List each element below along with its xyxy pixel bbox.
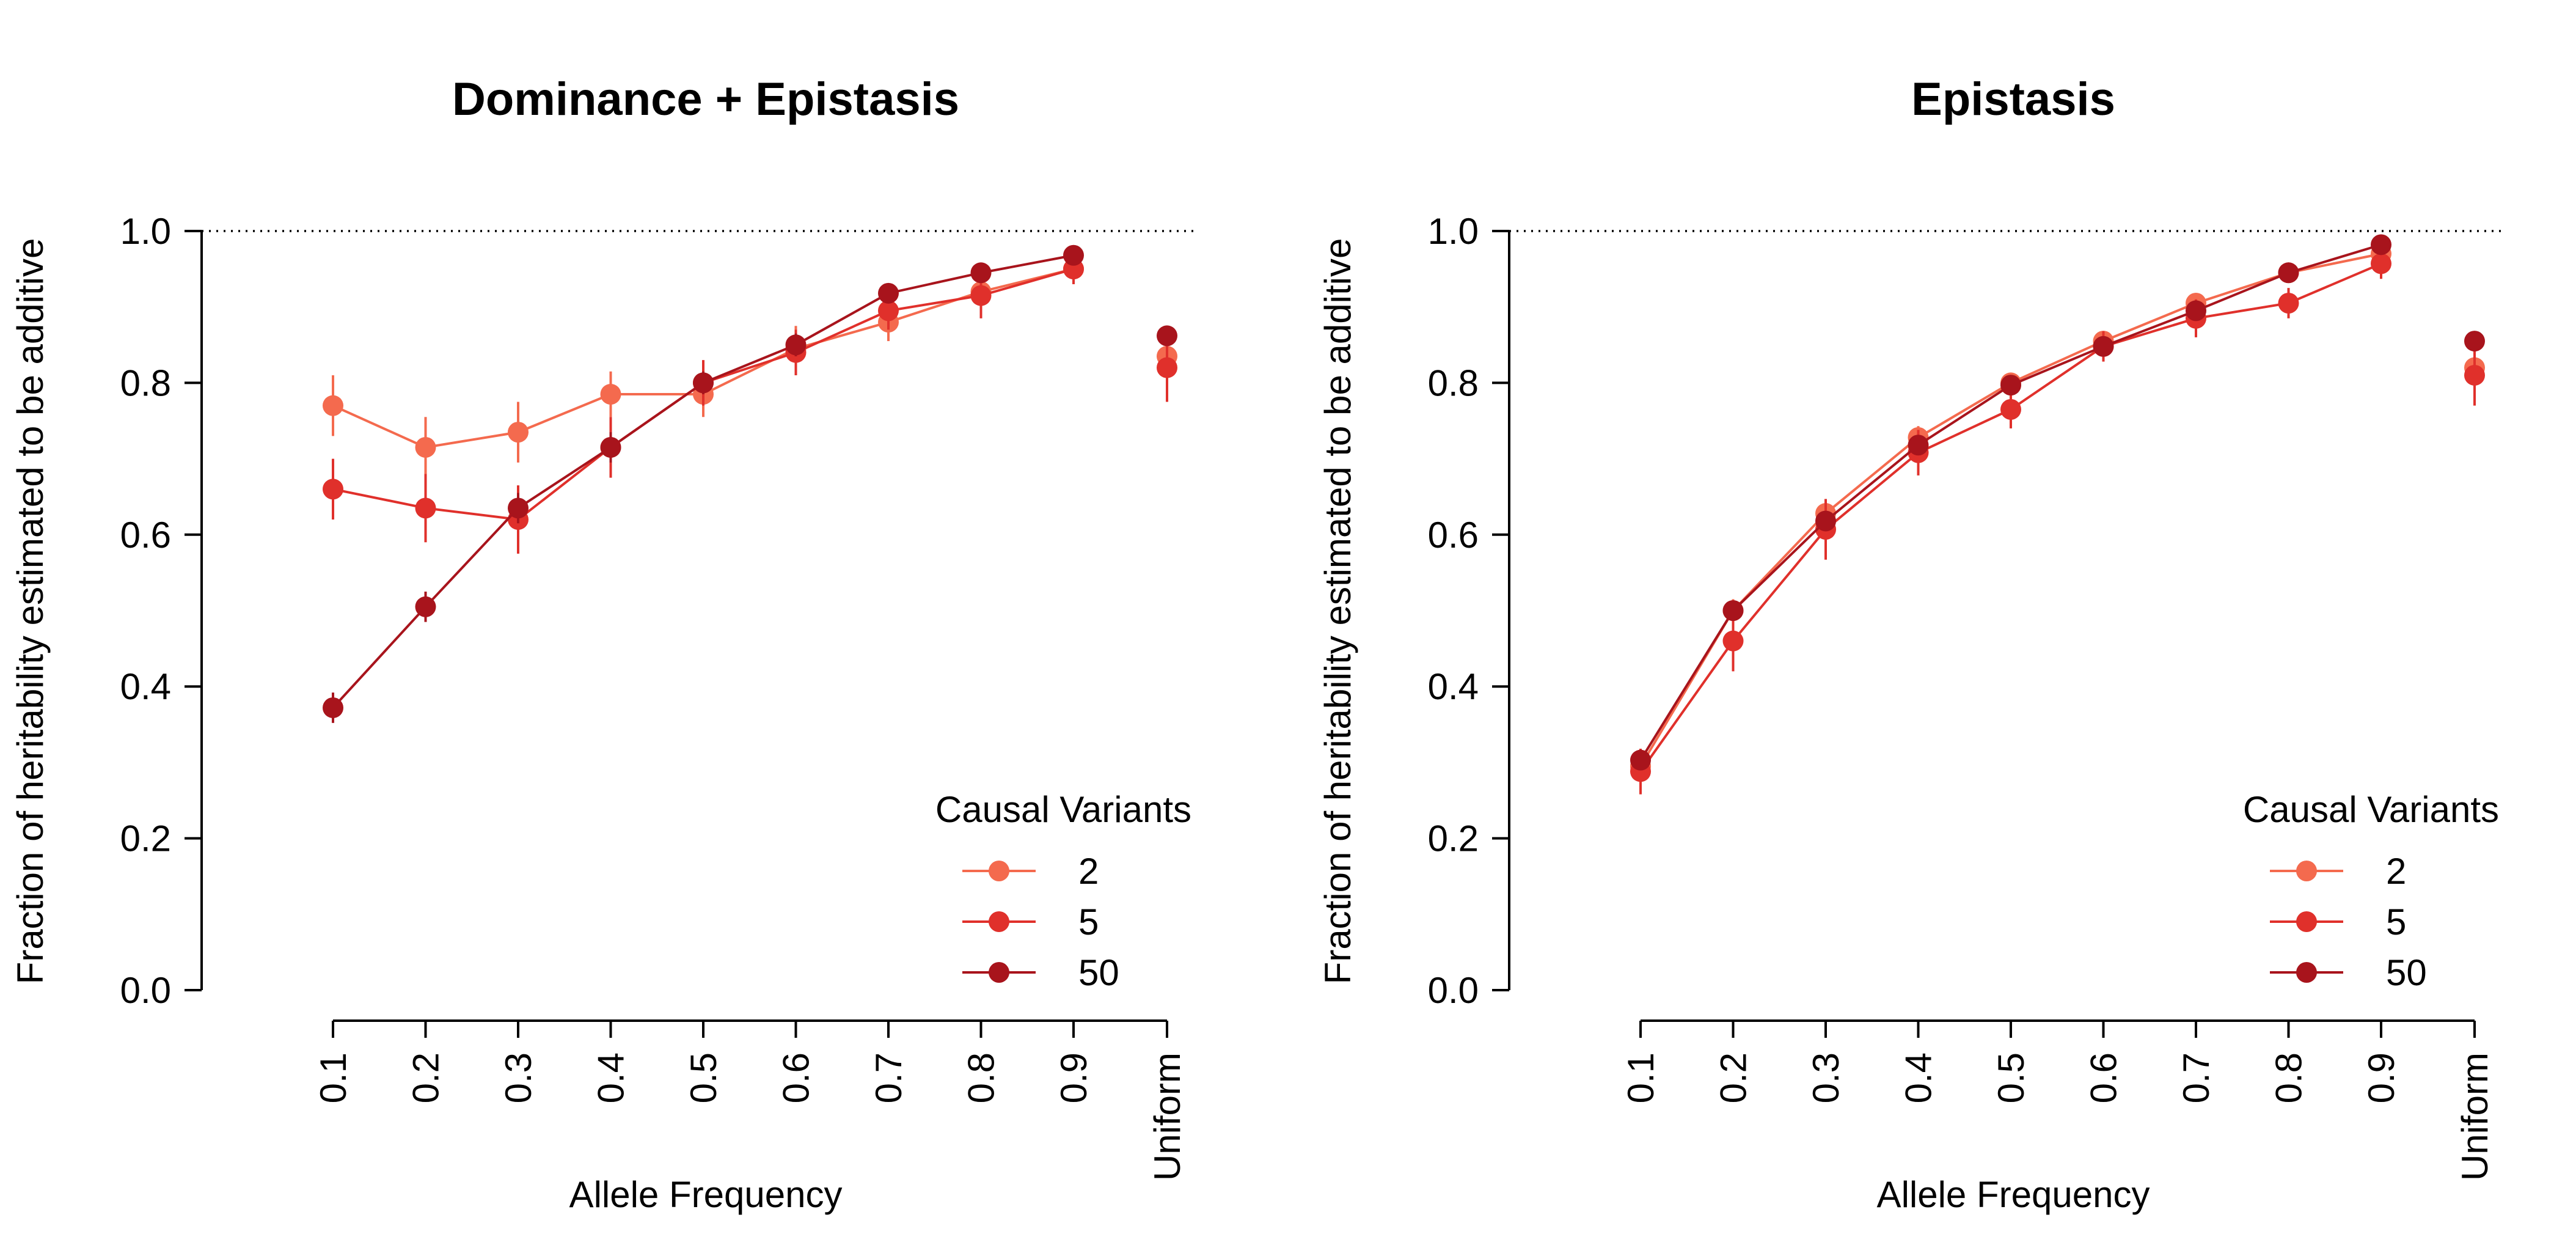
uniform-point xyxy=(1157,325,1177,347)
legend-label: 5 xyxy=(1078,902,1099,942)
panel-dominance-epistasis: Dominance + Epistasis Allele Frequency F… xyxy=(10,73,1198,1215)
x-tick-label: 0.3 xyxy=(1806,1052,1846,1103)
data-point xyxy=(2371,234,2391,255)
x-tick-label: 0.9 xyxy=(2361,1052,2402,1103)
data-point xyxy=(1815,510,1836,532)
data-point xyxy=(2278,262,2299,284)
x-tick-label: Uniform xyxy=(2454,1052,2495,1181)
data-point xyxy=(1063,244,1084,266)
data-point xyxy=(2278,292,2299,314)
data-point xyxy=(323,697,343,718)
y-tick-label: 0.6 xyxy=(1428,515,1479,556)
data-point xyxy=(2000,375,2021,396)
legend-marker xyxy=(2296,962,2317,983)
data-point xyxy=(1630,749,1651,771)
data-point xyxy=(323,479,343,500)
legend-marker xyxy=(2296,861,2317,881)
legend-label: 50 xyxy=(2386,952,2427,993)
chart-marks: 0.0 0.2 0.4 0.6 0.8 1.0 0.1 0.2 0.3 0.4 0.5 0.6 0.7 0… xyxy=(1428,211,2505,1181)
data-point xyxy=(415,596,436,617)
data-point xyxy=(508,422,529,443)
x-tick-label: 0.4 xyxy=(591,1052,632,1103)
uniform-point xyxy=(1157,357,1177,378)
data-point xyxy=(878,300,899,321)
legend-label: 2 xyxy=(2386,851,2406,892)
legend-label: 50 xyxy=(1078,952,1119,993)
x-tick-label: Uniform xyxy=(1147,1052,1188,1181)
legend-label: 2 xyxy=(1078,851,1099,892)
x-tick-label: 0.6 xyxy=(2084,1052,2124,1103)
legend-label: 5 xyxy=(2386,902,2406,942)
data-point xyxy=(693,372,714,394)
data-point xyxy=(508,498,529,519)
data-point xyxy=(600,384,621,405)
legend-marker xyxy=(989,911,1009,932)
data-point xyxy=(2371,253,2391,274)
y-tick-label: 0.8 xyxy=(1428,362,1479,403)
panel-title: Dominance + Epistasis xyxy=(452,73,959,125)
y-axis-label: Fraction of heritability estimated to be… xyxy=(10,238,51,985)
legend-marker xyxy=(989,962,1009,983)
uniform-point xyxy=(2464,331,2485,352)
data-point xyxy=(970,285,992,306)
data-point xyxy=(878,282,899,304)
data-point xyxy=(2186,300,2206,321)
x-axis-label: Allele Frequency xyxy=(1877,1174,2150,1215)
legend-marker xyxy=(989,861,1009,881)
y-tick-label: 0.6 xyxy=(120,515,171,556)
x-tick-label: 0.8 xyxy=(961,1052,1002,1103)
data-point xyxy=(2000,398,2021,420)
y-tick-label: 1.0 xyxy=(120,211,171,252)
data-point xyxy=(970,262,992,284)
data-point xyxy=(1908,435,1929,456)
uniform-point xyxy=(2464,364,2485,386)
y-axis-label: Fraction of heritability estimated to be… xyxy=(1317,238,1358,985)
panel-epistasis: Epistasis Allele Frequency Fraction of h… xyxy=(1317,73,2505,1215)
data-point xyxy=(1722,630,1744,652)
x-tick-label: 0.2 xyxy=(406,1052,447,1103)
chart-marks: 0.0 0.2 0.4 0.6 0.8 1.0 0.1 0.2 0.3 0.4 0.5 0.6 0.7 0… xyxy=(120,211,1198,1181)
y-tick-label: 0.0 xyxy=(1428,970,1479,1011)
data-point xyxy=(323,395,343,416)
x-tick-label: 0.5 xyxy=(683,1052,724,1103)
y-tick-label: 0.0 xyxy=(120,970,171,1011)
data-point xyxy=(415,436,436,458)
data-point xyxy=(1722,600,1744,621)
data-point xyxy=(2093,336,2114,357)
y-tick-label: 0.4 xyxy=(1428,666,1479,707)
y-tick-label: 1.0 xyxy=(1428,211,1479,252)
data-point xyxy=(785,334,807,356)
x-tick-label: 0.1 xyxy=(313,1052,354,1103)
x-tick-label: 0.8 xyxy=(2269,1052,2310,1103)
x-tick-label: 0.3 xyxy=(498,1052,539,1103)
x-tick-label: 0.4 xyxy=(1898,1052,1939,1103)
panel-title: Epistasis xyxy=(1911,73,2115,125)
y-tick-label: 0.8 xyxy=(120,362,171,403)
legend-marker xyxy=(2296,911,2317,932)
x-axis-label: Allele Frequency xyxy=(569,1174,843,1215)
legend-title: Causal Variants xyxy=(2243,789,2499,830)
x-tick-label: 0.7 xyxy=(2176,1052,2217,1103)
x-tick-label: 0.9 xyxy=(1053,1052,1094,1103)
x-tick-label: 0.6 xyxy=(776,1052,817,1103)
y-tick-label: 0.4 xyxy=(120,666,171,707)
x-tick-label: 0.7 xyxy=(868,1052,909,1103)
x-tick-label: 0.5 xyxy=(1991,1052,2032,1103)
y-tick-label: 0.2 xyxy=(120,818,171,859)
x-tick-label: 0.1 xyxy=(1620,1052,1661,1103)
y-tick-label: 0.2 xyxy=(1428,818,1479,859)
data-point xyxy=(600,436,621,458)
data-point xyxy=(415,498,436,519)
x-tick-label: 0.2 xyxy=(1713,1052,1754,1103)
legend-title: Causal Variants xyxy=(935,789,1191,830)
